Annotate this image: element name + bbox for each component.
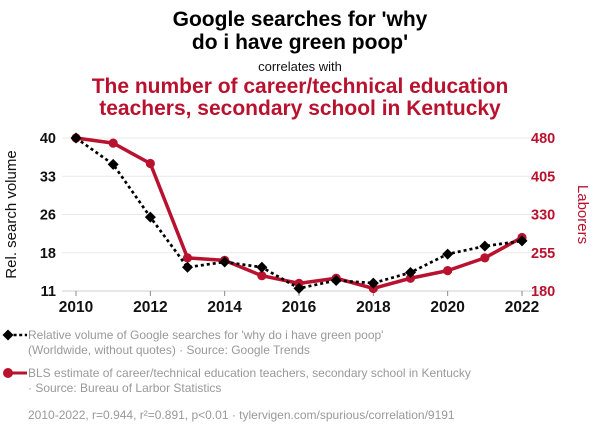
y-axis-tick-label-right: 405 bbox=[531, 169, 555, 185]
google-series-point bbox=[367, 277, 379, 289]
google-series-point bbox=[219, 256, 231, 268]
google-series-point bbox=[70, 132, 82, 144]
chart-subtitle-line1: The number of career/technical education bbox=[91, 75, 509, 98]
line-chart-plot: 40 480 33 405 26 330 18 255 11 180 2010 2012 2014 201… bbox=[3, 131, 591, 316]
google-series-point bbox=[293, 282, 305, 294]
y-axis-tick-label-right: 180 bbox=[531, 284, 555, 300]
google-series-point bbox=[442, 248, 454, 260]
google-series-point bbox=[405, 267, 416, 279]
legend-google-line2: (Worldwide, without quotes) · Source: Go… bbox=[28, 343, 310, 357]
google-series-point bbox=[330, 274, 342, 286]
x-axis-tick-label: 2020 bbox=[430, 299, 464, 316]
bls-series-point bbox=[443, 266, 453, 276]
x-axis-tick-label: 2018 bbox=[356, 299, 391, 316]
google-series-point bbox=[479, 240, 491, 252]
chart-header: Google searches for 'why do i have green … bbox=[0, 8, 600, 120]
google-series-point bbox=[256, 261, 268, 273]
y-axis-tick-label-right: 480 bbox=[531, 131, 555, 147]
bls-series-legend-marker-icon bbox=[3, 368, 27, 378]
x-axis-tick-label: 2012 bbox=[133, 299, 167, 316]
x-axis-tick-label: 2010 bbox=[59, 299, 93, 316]
legend-entry-google: Relative volume of Google searches for '… bbox=[2, 328, 596, 358]
legend-bls-line2: · Source: Bureau of Larbor Statistics bbox=[28, 381, 222, 395]
x-axis-tick-label: 2014 bbox=[207, 299, 242, 316]
y-axis-tick-label-left: 11 bbox=[41, 284, 56, 300]
chart-legend: Relative volume of Google searches for '… bbox=[2, 328, 596, 423]
y-axis-tick-label-right: 255 bbox=[531, 246, 555, 262]
google-series-legend-marker-icon bbox=[2, 329, 27, 341]
bls-series-point bbox=[480, 253, 490, 263]
bls-series-point bbox=[145, 158, 155, 169]
chart-title-line1: Google searches for 'why bbox=[172, 8, 428, 31]
left-axis-title: Rel. search volume bbox=[3, 150, 20, 278]
google-series-point bbox=[107, 158, 119, 170]
chart-subtitle-line2: teachers, secondary school in Kentucky bbox=[99, 97, 501, 120]
bls-series-point bbox=[257, 271, 267, 281]
bls-series-point bbox=[405, 273, 416, 283]
bls-series-point bbox=[182, 253, 193, 263]
x-axis-tick-label: 2016 bbox=[282, 299, 317, 316]
y-axis-tick-label-left: 33 bbox=[40, 169, 56, 185]
google-series-point bbox=[182, 261, 193, 273]
bls-series-point bbox=[108, 138, 118, 148]
chart-title: Google searches for 'why do i have green … bbox=[0, 8, 600, 54]
legend-google-line1: Relative volume of Google searches for '… bbox=[28, 328, 384, 342]
legend-bls-line1: BLS estimate of career/technical educati… bbox=[28, 366, 471, 380]
right-axis-title: Laborers bbox=[574, 185, 591, 244]
y-axis-tick-label-left: 40 bbox=[40, 131, 56, 147]
y-axis-tick-label-right: 330 bbox=[531, 208, 555, 224]
legend-entry-google-text: Relative volume of Google searches for '… bbox=[28, 328, 596, 358]
correlates-with-label: correlates with bbox=[258, 59, 342, 74]
google-series-point bbox=[144, 211, 156, 223]
stats-and-url-footer: 2010-2022, r=0.944, r²=0.891, p<0.01 · t… bbox=[28, 408, 455, 422]
legend-entry-bls-text: BLS estimate of career/technical educati… bbox=[28, 366, 596, 396]
bls-series-line bbox=[75, 136, 523, 291]
chart-title-line2: do i have green poop' bbox=[191, 31, 409, 54]
legend-entry-bls: BLS estimate of career/technical educati… bbox=[2, 366, 596, 396]
google-series-point bbox=[516, 235, 528, 247]
x-axis-tick-label: 2022 bbox=[505, 299, 539, 316]
chart-subtitle: The number of career/technical education… bbox=[0, 76, 600, 120]
y-axis-tick-label-left: 18 bbox=[40, 246, 56, 262]
y-axis-tick-label-left: 26 bbox=[40, 208, 56, 224]
